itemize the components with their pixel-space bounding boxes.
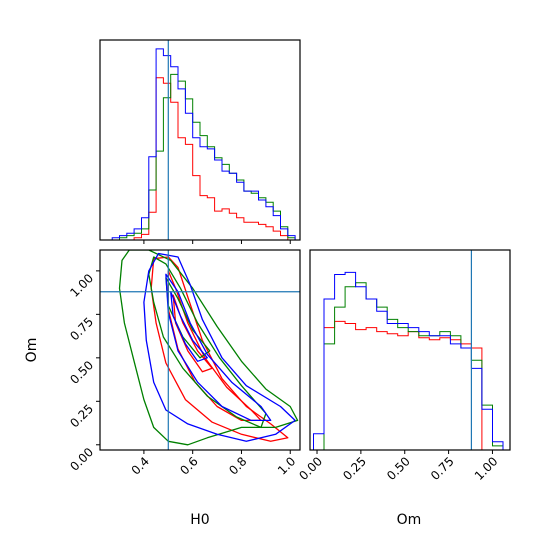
om-histogram-panel: 0.00 0.25 0.50 0.75 1.00 <box>296 249 511 483</box>
x-tick-label-0: 0.00 <box>296 454 325 483</box>
h0-histogram-panel <box>99 39 301 244</box>
y-tick-label-3: 0.75 <box>67 315 96 344</box>
h0-axis-label: H0 <box>190 512 209 528</box>
x-tick-label-2: 0.8 <box>226 454 249 477</box>
h0-hist-series-0 <box>112 77 296 241</box>
h0-hist-frame <box>99 39 301 241</box>
contour-4 <box>148 256 267 429</box>
y-tick-label-2: 0.50 <box>67 358 96 387</box>
x-tick-label-4: 1.00 <box>472 454 501 483</box>
contour-0 <box>150 256 289 442</box>
x-tick-label-3: 0.75 <box>428 454 457 483</box>
h0-hist-series-1 <box>112 73 296 241</box>
contour-area <box>118 250 299 446</box>
x-tick-label-0: 0.4 <box>129 454 152 477</box>
contour-1 <box>167 270 262 422</box>
om-hist-frame <box>309 249 511 451</box>
y-tick-label-1: 0.25 <box>67 402 96 431</box>
x-tick-label-1: 0.6 <box>177 454 200 477</box>
contour-7 <box>165 273 272 422</box>
y-tick-label-0: 0.00 <box>67 445 96 474</box>
x-tick-label-3: 1.0 <box>275 454 298 477</box>
h0-om-contour-panel: 0.4 0.6 0.8 1.0 0.00 0.25 0.50 0.75 1.00 <box>67 249 301 478</box>
contour-frame <box>99 249 301 451</box>
om-y-axis-label: Om <box>24 338 40 363</box>
contour-3 <box>118 250 299 446</box>
x-tick-label-2: 0.50 <box>384 454 413 483</box>
contour-8 <box>170 291 208 362</box>
om-hist-series-0 <box>313 320 503 451</box>
x-tick-label-1: 0.25 <box>340 454 369 483</box>
om-hist-series-1 <box>313 282 504 451</box>
h0-hist-series-2 <box>111 48 296 240</box>
y-tick-label-4: 1.00 <box>67 271 96 300</box>
om-axis-label: Om <box>397 512 422 528</box>
om-hist-series-2 <box>313 271 504 450</box>
contour-6 <box>143 252 296 442</box>
